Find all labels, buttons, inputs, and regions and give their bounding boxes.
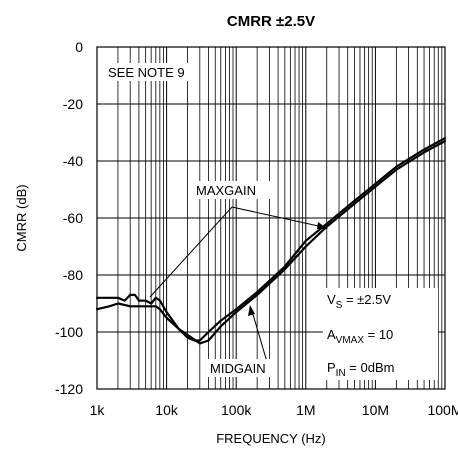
note-label: SEE NOTE 9 bbox=[108, 65, 185, 80]
note-box bbox=[104, 63, 198, 81]
y-tick-label: -100 bbox=[55, 324, 83, 340]
maxgain-arrowhead bbox=[317, 222, 328, 229]
plot-frame bbox=[96, 46, 446, 390]
y-tick-label: -80 bbox=[63, 267, 83, 283]
x-tick-label: 100k bbox=[221, 402, 252, 418]
condition-gain: AVMAX = 10 bbox=[327, 327, 393, 346]
y-tick-label: -20 bbox=[63, 96, 83, 112]
y-tick-label: -120 bbox=[55, 381, 83, 397]
midgain-arrowhead bbox=[248, 305, 255, 316]
x-tick-label: 100M bbox=[427, 402, 458, 418]
maxgain-label: MAXGAIN bbox=[196, 183, 256, 198]
maxgain-box bbox=[193, 181, 273, 199]
maxgain-leader-2 bbox=[231, 206, 324, 228]
maxgain-leader-1 bbox=[149, 206, 233, 298]
x-axis-ticks: 1k 10k 100k 1M 10M 100M bbox=[90, 402, 458, 418]
x-tick-label: 10k bbox=[155, 402, 179, 418]
x-tick-label: 1M bbox=[296, 402, 315, 418]
series-line-maxgain bbox=[95, 137, 447, 342]
conditions-box bbox=[323, 288, 438, 380]
midgain-box bbox=[207, 359, 273, 377]
condition-supply: VS = ±2.5V bbox=[327, 292, 391, 311]
midgain-leader bbox=[251, 310, 268, 363]
chart-title: CMRR ±2.5V bbox=[227, 13, 315, 30]
y-axis-ticks: 0 -20 -40 -60 -80 -100 -120 bbox=[55, 39, 83, 397]
midgain-label: MIDGAIN bbox=[210, 361, 266, 376]
y-axis-label: CMRR (dB) bbox=[14, 184, 29, 251]
condition-input-power: PIN = 0dBm bbox=[327, 360, 394, 379]
x-tick-label: 1k bbox=[90, 402, 106, 418]
series-line-midgain bbox=[95, 140, 447, 345]
y-tick-label: -60 bbox=[63, 210, 83, 226]
x-axis-label: FREQUENCY (Hz) bbox=[216, 431, 326, 446]
y-tick-label: 0 bbox=[75, 39, 83, 55]
x-tick-label: 10M bbox=[362, 402, 389, 418]
y-tick-label: -40 bbox=[63, 153, 83, 169]
series-layer bbox=[95, 137, 447, 345]
